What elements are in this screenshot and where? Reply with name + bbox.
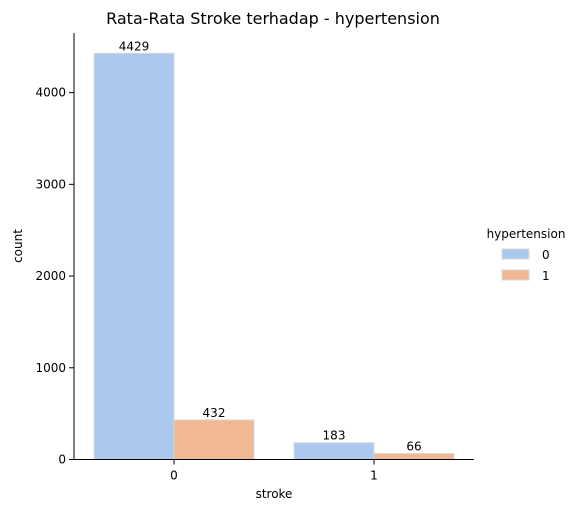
- legend-label-1: 1: [542, 269, 550, 283]
- legend: hypertension 0 1: [487, 227, 566, 283]
- x-tick-label: 0: [170, 469, 178, 483]
- data-labels-group: 4429 183 432 66: [119, 39, 422, 453]
- legend-title: hypertension: [487, 227, 566, 241]
- y-tick-label: 2000: [35, 269, 66, 283]
- bar-stroke-1-hypertension-0: [293, 442, 375, 460]
- y-tick-label: 0: [58, 453, 66, 467]
- y-axis-ticks: 0 1000 2000 3000 4000: [35, 86, 74, 467]
- legend-swatch-1: [501, 269, 530, 281]
- y-axis-label: count: [11, 229, 25, 263]
- chart-title: Rata-Rata Stroke terhadap - hypertension: [106, 9, 440, 28]
- y-tick-label: 1000: [35, 361, 66, 375]
- data-label-stroke-1-hypertension-0: 183: [323, 429, 346, 443]
- bars-group: [93, 52, 455, 461]
- y-tick-label: 4000: [35, 86, 66, 100]
- y-tick-label: 3000: [35, 177, 66, 191]
- bar-stroke-0-hypertension-1: [173, 419, 255, 460]
- data-label-stroke-0-hypertension-1: 432: [203, 406, 226, 420]
- bar-stroke-0-hypertension-0: [93, 52, 175, 461]
- data-label-stroke-1-hypertension-1: 66: [406, 439, 421, 453]
- legend-label-0: 0: [542, 248, 550, 262]
- data-label-stroke-0-hypertension-0: 4429: [119, 39, 150, 53]
- legend-swatch-0: [501, 248, 530, 260]
- bar-stroke-1-hypertension-1: [373, 452, 455, 460]
- x-tick-label: 1: [370, 469, 378, 483]
- x-axis-label: stroke: [256, 487, 293, 501]
